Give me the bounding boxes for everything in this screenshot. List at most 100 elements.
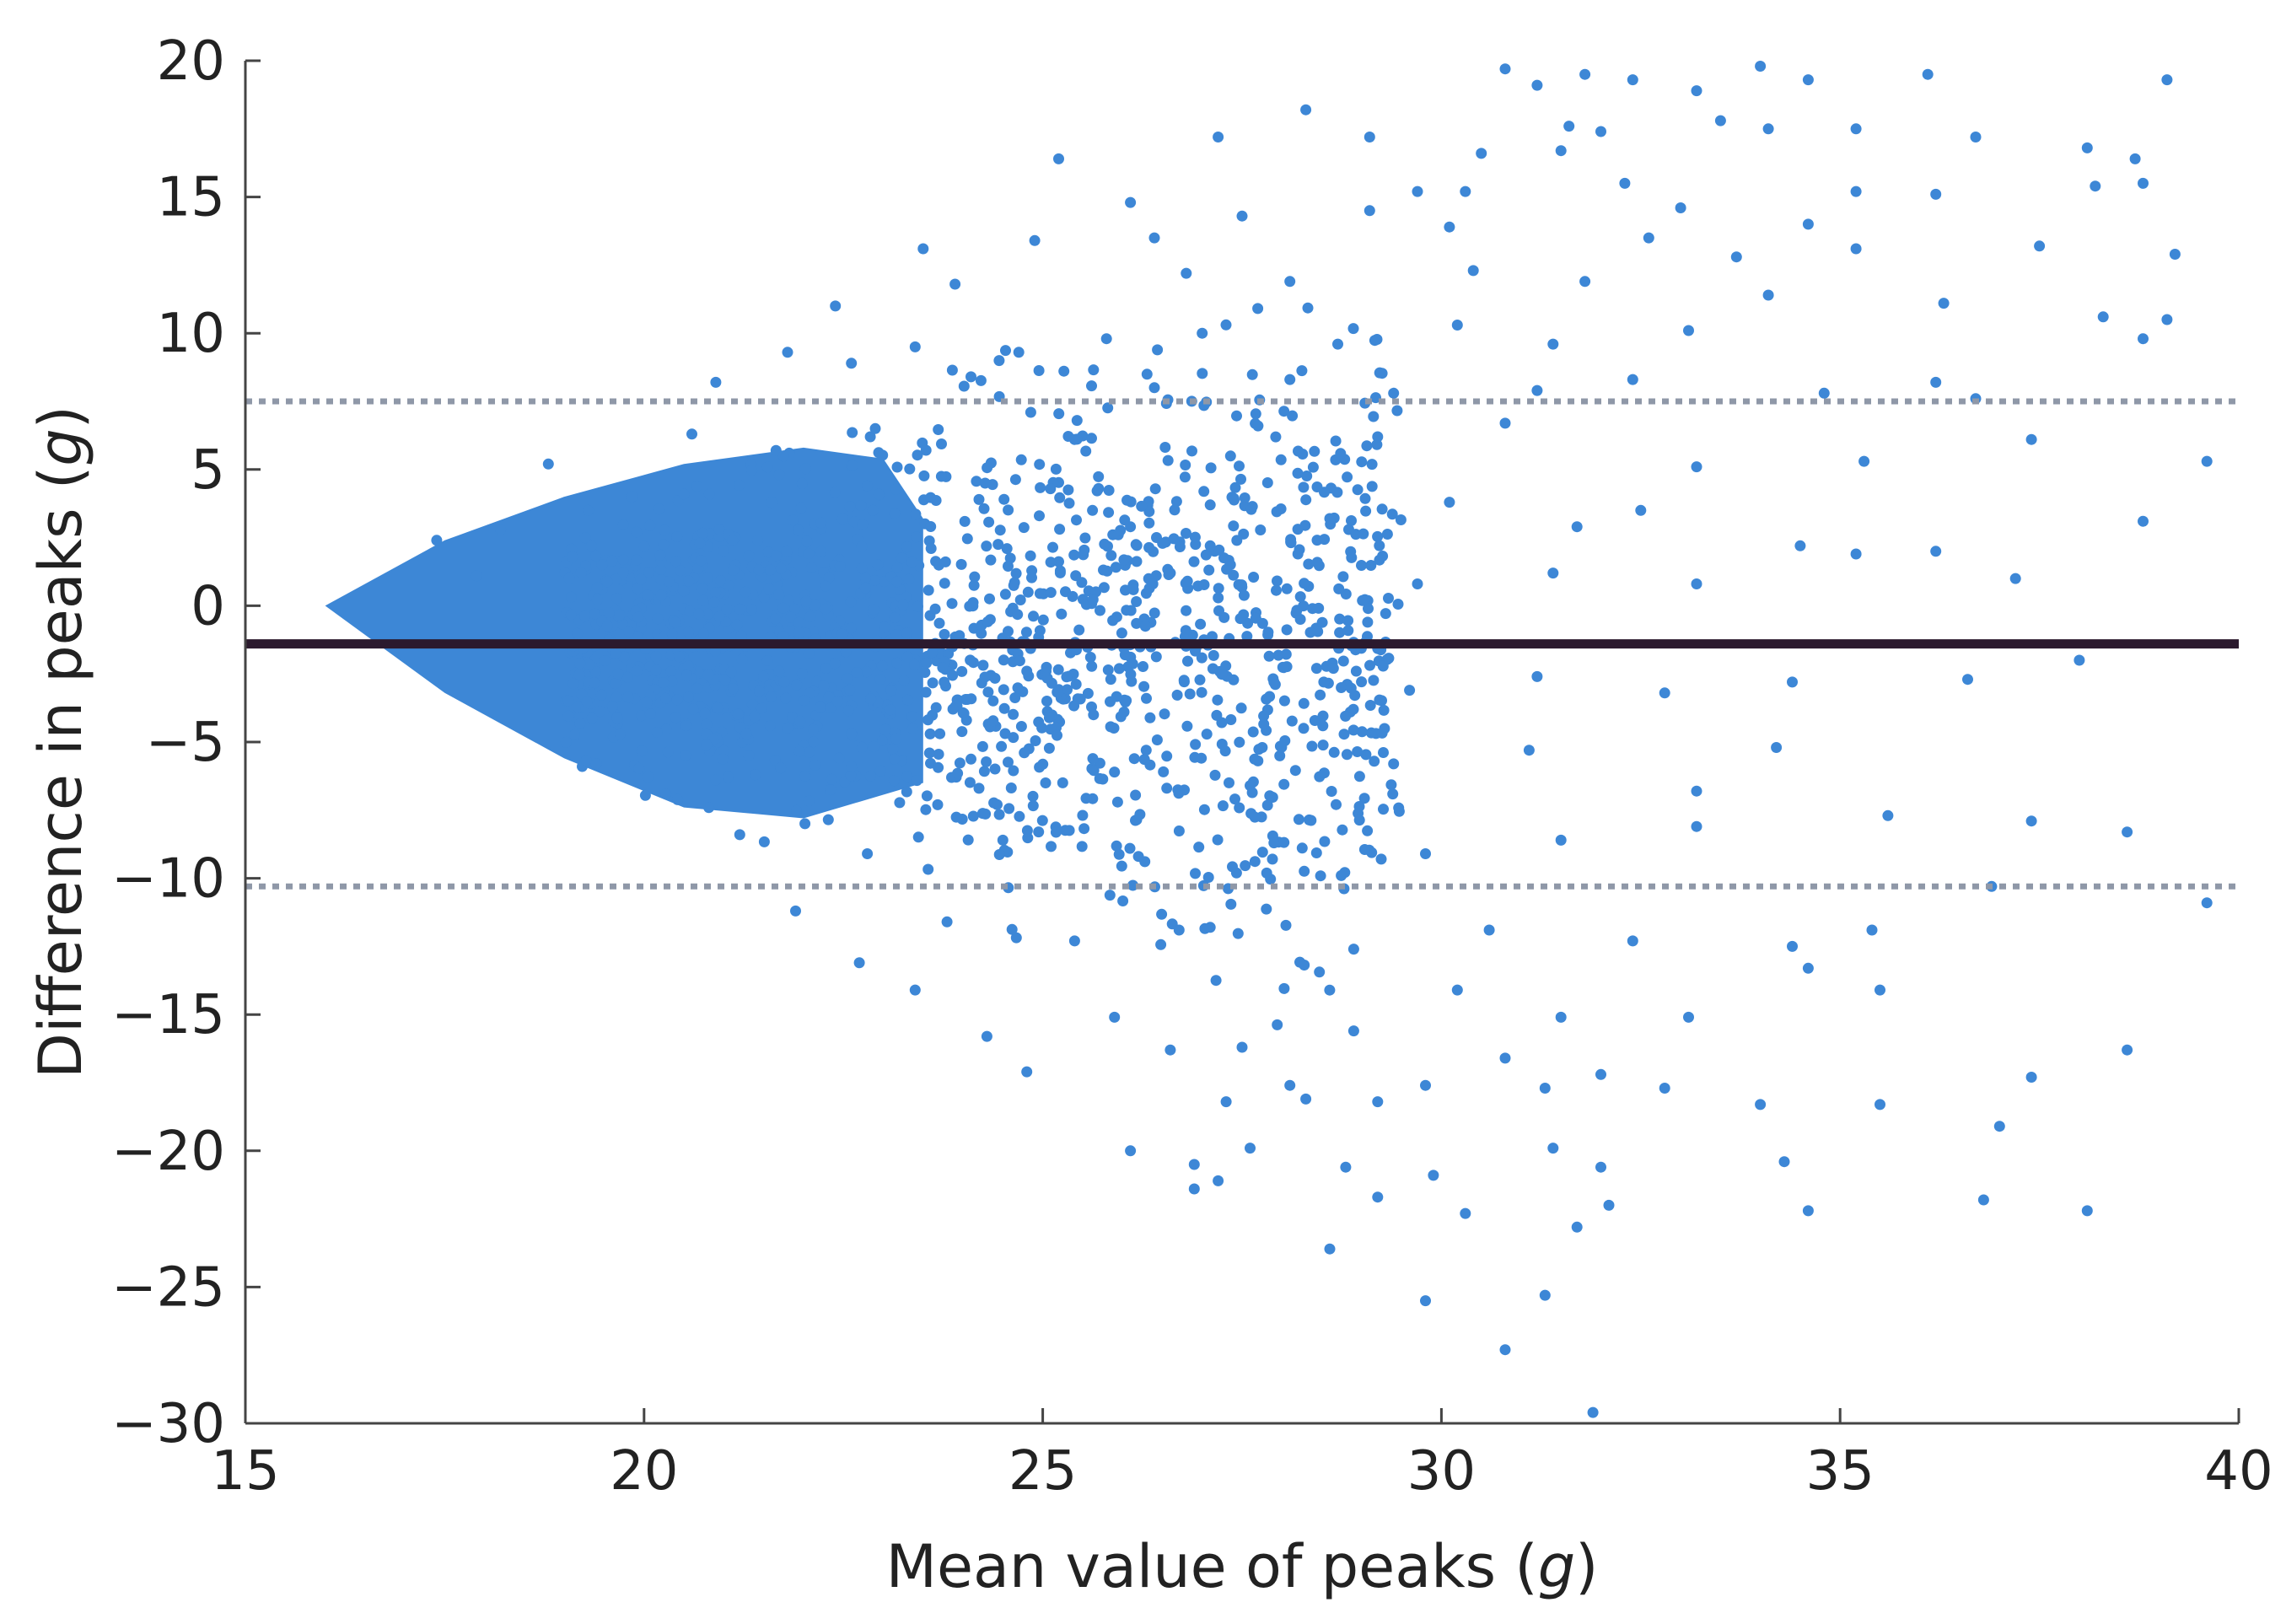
data-point: [842, 705, 854, 717]
data-point: [939, 628, 950, 640]
data-point: [1006, 923, 1018, 935]
data-point: [1015, 721, 1027, 732]
data-point: [1372, 1096, 1384, 1108]
data-point: [622, 691, 634, 703]
data-point: [823, 691, 835, 703]
data-point: [845, 596, 857, 608]
data-point: [1200, 549, 1212, 561]
data-point: [834, 561, 846, 572]
data-point: [1052, 664, 1064, 675]
data-point: [758, 836, 770, 847]
data-point: [921, 790, 933, 802]
data-point: [2201, 897, 2213, 909]
data-point: [1372, 530, 1384, 542]
data-point: [1235, 702, 1247, 714]
data-point: [981, 1030, 992, 1042]
data-point: [815, 546, 826, 557]
data-point: [1209, 769, 1221, 781]
data-point: [575, 567, 587, 578]
data-point: [1346, 515, 1357, 526]
data-point: [1284, 374, 1296, 385]
data-point: [1190, 868, 1201, 879]
data-point: [2161, 314, 2173, 325]
data-point: [1850, 123, 1862, 135]
data-point: [906, 723, 918, 734]
data-point: [639, 789, 651, 801]
data-point: [614, 609, 626, 621]
data-point: [594, 706, 605, 718]
y-tick-label: 15: [157, 167, 225, 229]
data-point: [1358, 844, 1370, 855]
data-point: [1451, 984, 1463, 996]
data-point: [799, 695, 810, 707]
data-point: [1287, 410, 1299, 422]
data-point: [1363, 603, 1374, 615]
data-point: [1794, 540, 1806, 551]
data-point: [1139, 621, 1151, 632]
data-point: [964, 777, 976, 788]
data-point: [1149, 483, 1161, 495]
data-point: [1270, 431, 1282, 443]
data-point: [1021, 665, 1033, 677]
points-layer: [431, 61, 2213, 1418]
data-point: [847, 427, 858, 438]
data-point: [1078, 823, 1090, 835]
data-point: [1041, 661, 1052, 673]
data-point: [1298, 723, 1310, 734]
data-point: [1189, 751, 1201, 763]
data-point: [1050, 463, 1062, 475]
data-point: [1293, 814, 1304, 825]
data-point: [1027, 790, 1039, 802]
data-point: [780, 692, 792, 704]
data-point: [1180, 625, 1191, 637]
data-point: [782, 347, 793, 358]
data-point: [868, 740, 879, 752]
data-point: [1275, 454, 1287, 465]
data-point: [959, 515, 971, 527]
data-point: [1126, 675, 1138, 687]
data-point: [671, 694, 683, 706]
data-point: [971, 476, 982, 487]
data-point: [1000, 345, 1011, 357]
data-point: [1281, 624, 1293, 636]
data-point: [993, 355, 1005, 367]
data-point: [1021, 1066, 1033, 1078]
data-point: [1383, 593, 1394, 604]
data-point: [1467, 265, 1479, 277]
data-point: [803, 548, 815, 560]
data-point: [778, 676, 790, 688]
data-point: [1202, 872, 1214, 883]
data-point: [1205, 462, 1217, 474]
data-point: [1012, 682, 1024, 694]
data-point: [1234, 736, 1245, 748]
data-point: [734, 603, 745, 615]
data-point: [1125, 521, 1137, 533]
data-point: [1267, 853, 1278, 865]
data-point: [976, 627, 987, 639]
data-point: [1052, 729, 1062, 741]
data-point: [1054, 492, 1066, 503]
data-point: [1309, 715, 1321, 726]
data-point: [606, 701, 618, 713]
data-point: [1070, 679, 1082, 690]
data-point: [867, 504, 879, 516]
y-tick-label: −10: [111, 848, 225, 911]
data-point: [803, 648, 815, 659]
data-point: [1216, 717, 1228, 729]
data-point: [1361, 440, 1373, 452]
data-point: [1571, 1221, 1583, 1233]
data-point: [1324, 984, 1336, 996]
data-point: [1093, 471, 1105, 482]
data-point: [1364, 659, 1375, 671]
data-point: [856, 540, 868, 552]
data-point: [1151, 734, 1163, 745]
data-point: [1063, 497, 1075, 509]
data-point: [847, 460, 858, 471]
data-point: [1026, 572, 1037, 583]
data-point: [678, 585, 690, 597]
data-point: [1412, 186, 1423, 197]
data-point: [1182, 655, 1193, 667]
data-point: [1627, 935, 1638, 947]
data-point: [873, 488, 885, 500]
data-point: [967, 597, 979, 609]
